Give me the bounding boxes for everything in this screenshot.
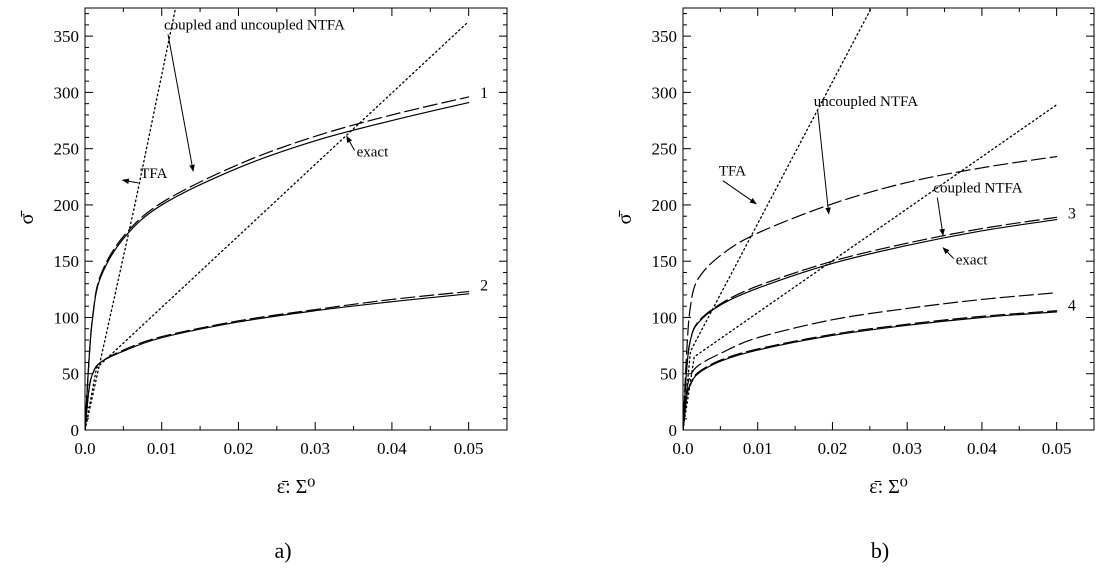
y-tick-label: 350 bbox=[652, 27, 678, 46]
series-dotted-line bbox=[683, 104, 1058, 430]
curve-number-label: 1 bbox=[480, 85, 488, 102]
y-tick-label: 300 bbox=[54, 83, 80, 102]
annotation-arrow bbox=[346, 135, 356, 151]
series-dashed-line bbox=[683, 292, 1058, 430]
annotation-label: exact bbox=[357, 145, 389, 161]
series-dotted-line bbox=[683, 8, 872, 430]
series-dotted-line bbox=[85, 20, 470, 430]
x-tick-label: 0.0 bbox=[74, 439, 95, 458]
y-axis-label: σ̄ bbox=[614, 210, 636, 225]
plot-frame bbox=[682, 7, 1095, 431]
curves bbox=[683, 8, 1058, 430]
panel-label: b) bbox=[871, 538, 889, 563]
series-solid-line bbox=[85, 101, 470, 430]
series-dotted-line bbox=[85, 8, 177, 430]
x-tick-label: 0.02 bbox=[224, 439, 254, 458]
annotation-arrow bbox=[936, 197, 945, 237]
x-axis-label: ε̄: Σ⁰ bbox=[277, 476, 316, 498]
y-tick-label: 50 bbox=[660, 365, 677, 384]
annotation-label: coupled NTFA bbox=[933, 181, 1022, 197]
series-solid-line bbox=[683, 311, 1058, 430]
series-dashed-line bbox=[683, 155, 1058, 430]
y-axis-label: σ̄ bbox=[16, 210, 38, 225]
x-tick-label: 0.04 bbox=[377, 439, 407, 458]
annotation-label: uncoupled NTFA bbox=[814, 94, 918, 110]
curve-number-label: 4 bbox=[1068, 298, 1076, 315]
annotation-arrow bbox=[167, 34, 195, 172]
y-tick-label: 100 bbox=[54, 308, 80, 327]
series-dashed-line bbox=[85, 290, 470, 430]
y-tick-label: 150 bbox=[652, 252, 678, 271]
y-tick-label: 200 bbox=[54, 196, 80, 215]
panel-label: a) bbox=[274, 538, 291, 563]
curve-number-label: 2 bbox=[480, 277, 488, 294]
y-tick-label: 250 bbox=[652, 140, 678, 159]
annotation-arrow bbox=[722, 180, 757, 205]
curves bbox=[85, 8, 470, 430]
x-tick-label: 0.05 bbox=[1042, 439, 1072, 458]
y-tick-label: 100 bbox=[652, 308, 678, 327]
plot-frame bbox=[84, 7, 508, 431]
annotation-arrow bbox=[942, 247, 955, 259]
x-tick-label: 0.03 bbox=[300, 439, 330, 458]
annotation-label: TFA bbox=[719, 164, 746, 180]
x-tick-label: 0.0 bbox=[672, 439, 693, 458]
y-tick-label: 300 bbox=[652, 83, 678, 102]
panel-b: 0.0 0.01 0.02 0.03 0.04 0.05 0 50 100 150 200 250 30… bbox=[614, 7, 1095, 563]
annotation-label: exact bbox=[956, 253, 988, 269]
x-tick-label: 0.03 bbox=[892, 439, 922, 458]
annotation-arrow bbox=[121, 178, 139, 185]
y-tick-label: 0 bbox=[669, 421, 678, 440]
y-tick-label: 0 bbox=[71, 421, 80, 440]
y-tick-label: 50 bbox=[62, 365, 79, 384]
x-tick-label: 0.01 bbox=[743, 439, 773, 458]
x-tick-label: 0.02 bbox=[818, 439, 848, 458]
annotation-label: coupled and uncoupled NTFA bbox=[164, 17, 345, 33]
series-dashed-line bbox=[683, 216, 1058, 430]
series-dashed-line bbox=[683, 310, 1058, 430]
annotation-label: TFA bbox=[140, 166, 167, 182]
x-axis-label: ε̄: Σ⁰ bbox=[869, 476, 908, 498]
y-tick-label: 200 bbox=[652, 196, 678, 215]
x-tick-label: 0.05 bbox=[454, 439, 484, 458]
y-tick-label: 250 bbox=[54, 140, 80, 159]
curve-number-label: 3 bbox=[1068, 205, 1076, 222]
y-tick-label: 350 bbox=[54, 27, 80, 46]
annotation-arrow bbox=[817, 110, 831, 215]
y-tick-label: 150 bbox=[54, 252, 80, 271]
series-dashed-line bbox=[85, 96, 470, 430]
panel-a: 0.0 0.01 0.02 0.03 0.04 0.05 0 50 100 150 200 250 30… bbox=[16, 7, 508, 563]
series-solid-line bbox=[85, 293, 470, 430]
x-tick-label: 0.01 bbox=[147, 439, 177, 458]
x-tick-label: 0.04 bbox=[967, 439, 997, 458]
